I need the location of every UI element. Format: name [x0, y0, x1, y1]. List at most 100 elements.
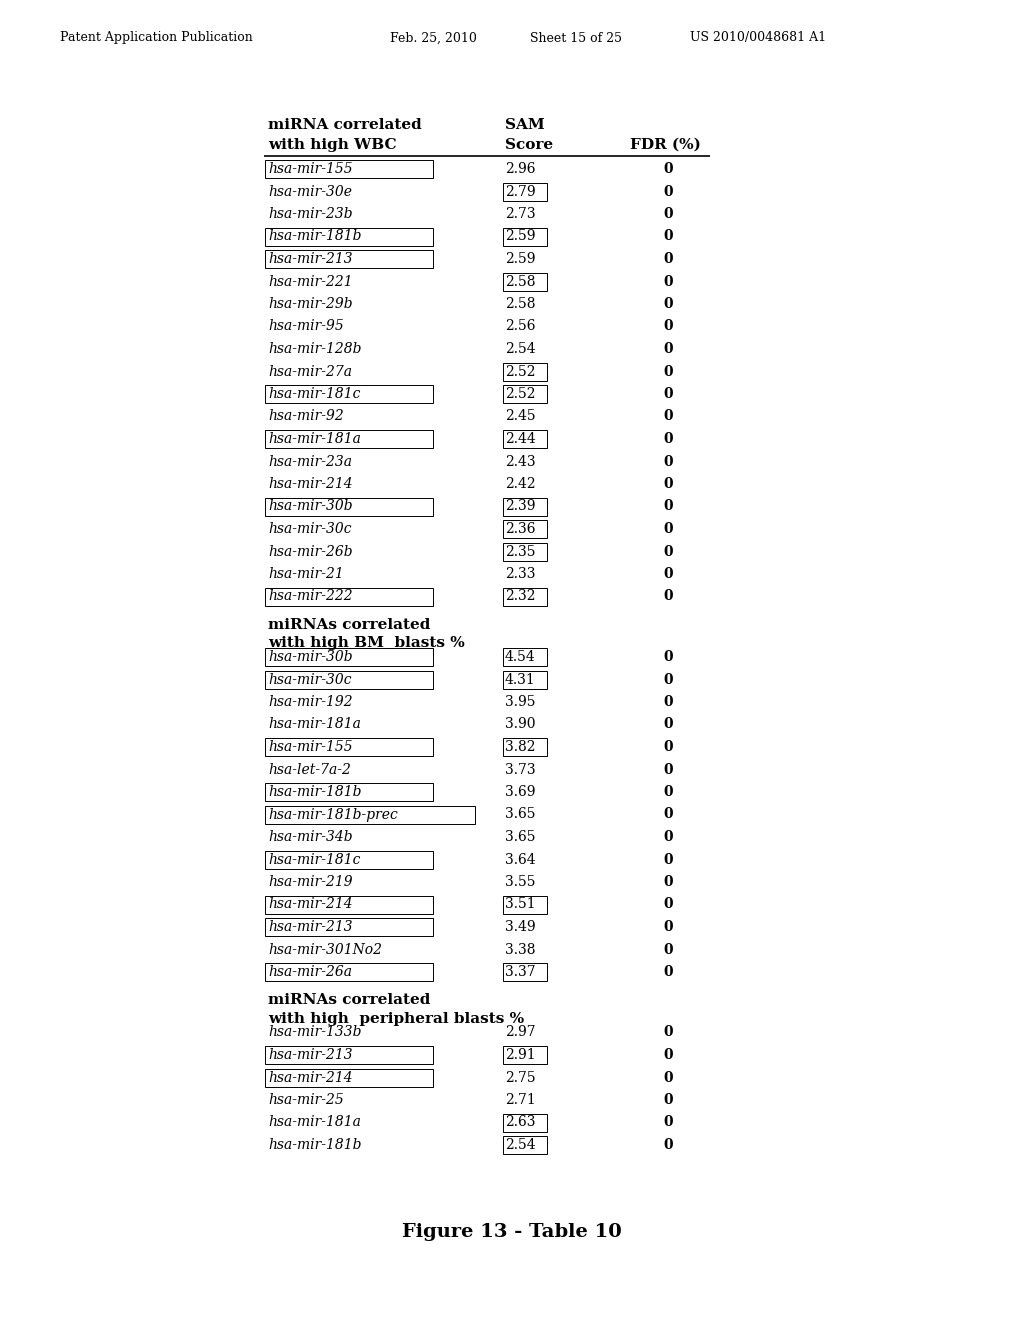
- Bar: [503, 671, 547, 689]
- Text: 2.91: 2.91: [505, 1048, 536, 1063]
- Text: 0: 0: [664, 1071, 673, 1085]
- Text: hsa-mir-27a: hsa-mir-27a: [268, 364, 352, 379]
- Text: 0: 0: [664, 853, 673, 866]
- Text: 0: 0: [664, 1138, 673, 1152]
- Text: hsa-mir-214: hsa-mir-214: [268, 898, 352, 912]
- Bar: [503, 648, 547, 667]
- Bar: [265, 648, 433, 667]
- Text: hsa-mir-128b: hsa-mir-128b: [268, 342, 361, 356]
- Text: hsa-mir-181c: hsa-mir-181c: [268, 387, 360, 401]
- Text: 3.38: 3.38: [505, 942, 536, 957]
- Text: 0: 0: [664, 920, 673, 935]
- Bar: [265, 850, 433, 869]
- Text: hsa-let-7a-2: hsa-let-7a-2: [268, 763, 351, 776]
- Bar: [503, 1137, 547, 1154]
- Text: 0: 0: [664, 718, 673, 731]
- Bar: [503, 430, 547, 447]
- Text: 0: 0: [664, 275, 673, 289]
- Text: hsa-mir-34b: hsa-mir-34b: [268, 830, 352, 843]
- Text: with high BM  blasts %: with high BM blasts %: [268, 636, 465, 649]
- Text: hsa-mir-214: hsa-mir-214: [268, 1071, 352, 1085]
- Text: 3.51: 3.51: [505, 898, 536, 912]
- Text: hsa-mir-21: hsa-mir-21: [268, 568, 344, 581]
- Text: miRNAs correlated: miRNAs correlated: [268, 994, 430, 1007]
- Text: 2.45: 2.45: [505, 409, 536, 424]
- Text: with high WBC: with high WBC: [268, 139, 396, 152]
- Text: 3.82: 3.82: [505, 741, 536, 754]
- Text: 3.73: 3.73: [505, 763, 536, 776]
- Text: 3.95: 3.95: [505, 696, 536, 709]
- Bar: [503, 227, 547, 246]
- Text: Sheet 15 of 25: Sheet 15 of 25: [530, 32, 622, 45]
- Text: 2.52: 2.52: [505, 364, 536, 379]
- Text: hsa-mir-301No2: hsa-mir-301No2: [268, 942, 382, 957]
- Bar: [265, 385, 433, 403]
- Bar: [503, 587, 547, 606]
- Text: 0: 0: [664, 672, 673, 686]
- Text: 0: 0: [664, 499, 673, 513]
- Text: 3.65: 3.65: [505, 808, 536, 821]
- Text: 0: 0: [664, 387, 673, 401]
- Text: 0: 0: [664, 185, 673, 198]
- Text: hsa-mir-26b: hsa-mir-26b: [268, 544, 352, 558]
- Bar: [265, 964, 433, 981]
- Text: FDR (%): FDR (%): [630, 139, 700, 152]
- Text: 2.36: 2.36: [505, 521, 536, 536]
- Text: 2.52: 2.52: [505, 387, 536, 401]
- Text: 0: 0: [664, 1115, 673, 1130]
- Bar: [265, 430, 433, 447]
- Text: hsa-mir-133b: hsa-mir-133b: [268, 1026, 361, 1040]
- Bar: [265, 1068, 433, 1086]
- Bar: [265, 498, 433, 516]
- Text: 0: 0: [664, 875, 673, 888]
- Bar: [503, 964, 547, 981]
- Text: 2.32: 2.32: [505, 590, 536, 603]
- Bar: [503, 895, 547, 913]
- Text: 2.71: 2.71: [505, 1093, 536, 1107]
- Bar: [265, 783, 433, 801]
- Text: Figure 13 - Table 10: Figure 13 - Table 10: [402, 1224, 622, 1241]
- Text: hsa-mir-29b: hsa-mir-29b: [268, 297, 352, 312]
- Text: 0: 0: [664, 830, 673, 843]
- Text: hsa-mir-181a: hsa-mir-181a: [268, 718, 360, 731]
- Text: hsa-mir-25: hsa-mir-25: [268, 1093, 344, 1107]
- Text: 0: 0: [664, 898, 673, 912]
- Text: hsa-mir-30c: hsa-mir-30c: [268, 672, 351, 686]
- Text: 0: 0: [664, 763, 673, 776]
- Bar: [265, 738, 433, 756]
- Text: 4.31: 4.31: [505, 672, 536, 686]
- Text: US 2010/0048681 A1: US 2010/0048681 A1: [690, 32, 826, 45]
- Bar: [503, 1045, 547, 1064]
- Text: hsa-mir-23b: hsa-mir-23b: [268, 207, 352, 220]
- Text: 0: 0: [664, 319, 673, 334]
- Text: 0: 0: [664, 808, 673, 821]
- Text: 0: 0: [664, 696, 673, 709]
- Text: 0: 0: [664, 568, 673, 581]
- Text: hsa-mir-26a: hsa-mir-26a: [268, 965, 352, 979]
- Bar: [265, 671, 433, 689]
- Bar: [503, 520, 547, 539]
- Text: hsa-mir-23a: hsa-mir-23a: [268, 454, 352, 469]
- Text: 3.37: 3.37: [505, 965, 536, 979]
- Text: 0: 0: [664, 785, 673, 799]
- Text: 0: 0: [664, 1026, 673, 1040]
- Text: hsa-mir-222: hsa-mir-222: [268, 590, 352, 603]
- Text: 2.42: 2.42: [505, 477, 536, 491]
- Text: 2.75: 2.75: [505, 1071, 536, 1085]
- Text: miRNA correlated: miRNA correlated: [268, 117, 422, 132]
- Text: 3.65: 3.65: [505, 830, 536, 843]
- Text: hsa-mir-181c: hsa-mir-181c: [268, 853, 360, 866]
- Bar: [265, 227, 433, 246]
- Text: hsa-mir-181a: hsa-mir-181a: [268, 1115, 360, 1130]
- Bar: [265, 249, 433, 268]
- Text: 2.96: 2.96: [505, 162, 536, 176]
- Text: 0: 0: [664, 364, 673, 379]
- Bar: [265, 587, 433, 606]
- Text: hsa-mir-192: hsa-mir-192: [268, 696, 352, 709]
- Text: 2.58: 2.58: [505, 275, 536, 289]
- Text: 3.55: 3.55: [505, 875, 536, 888]
- Text: miRNAs correlated: miRNAs correlated: [268, 618, 430, 632]
- Text: 2.63: 2.63: [505, 1115, 536, 1130]
- Text: hsa-mir-95: hsa-mir-95: [268, 319, 344, 334]
- Text: hsa-mir-181b-prec: hsa-mir-181b-prec: [268, 808, 397, 821]
